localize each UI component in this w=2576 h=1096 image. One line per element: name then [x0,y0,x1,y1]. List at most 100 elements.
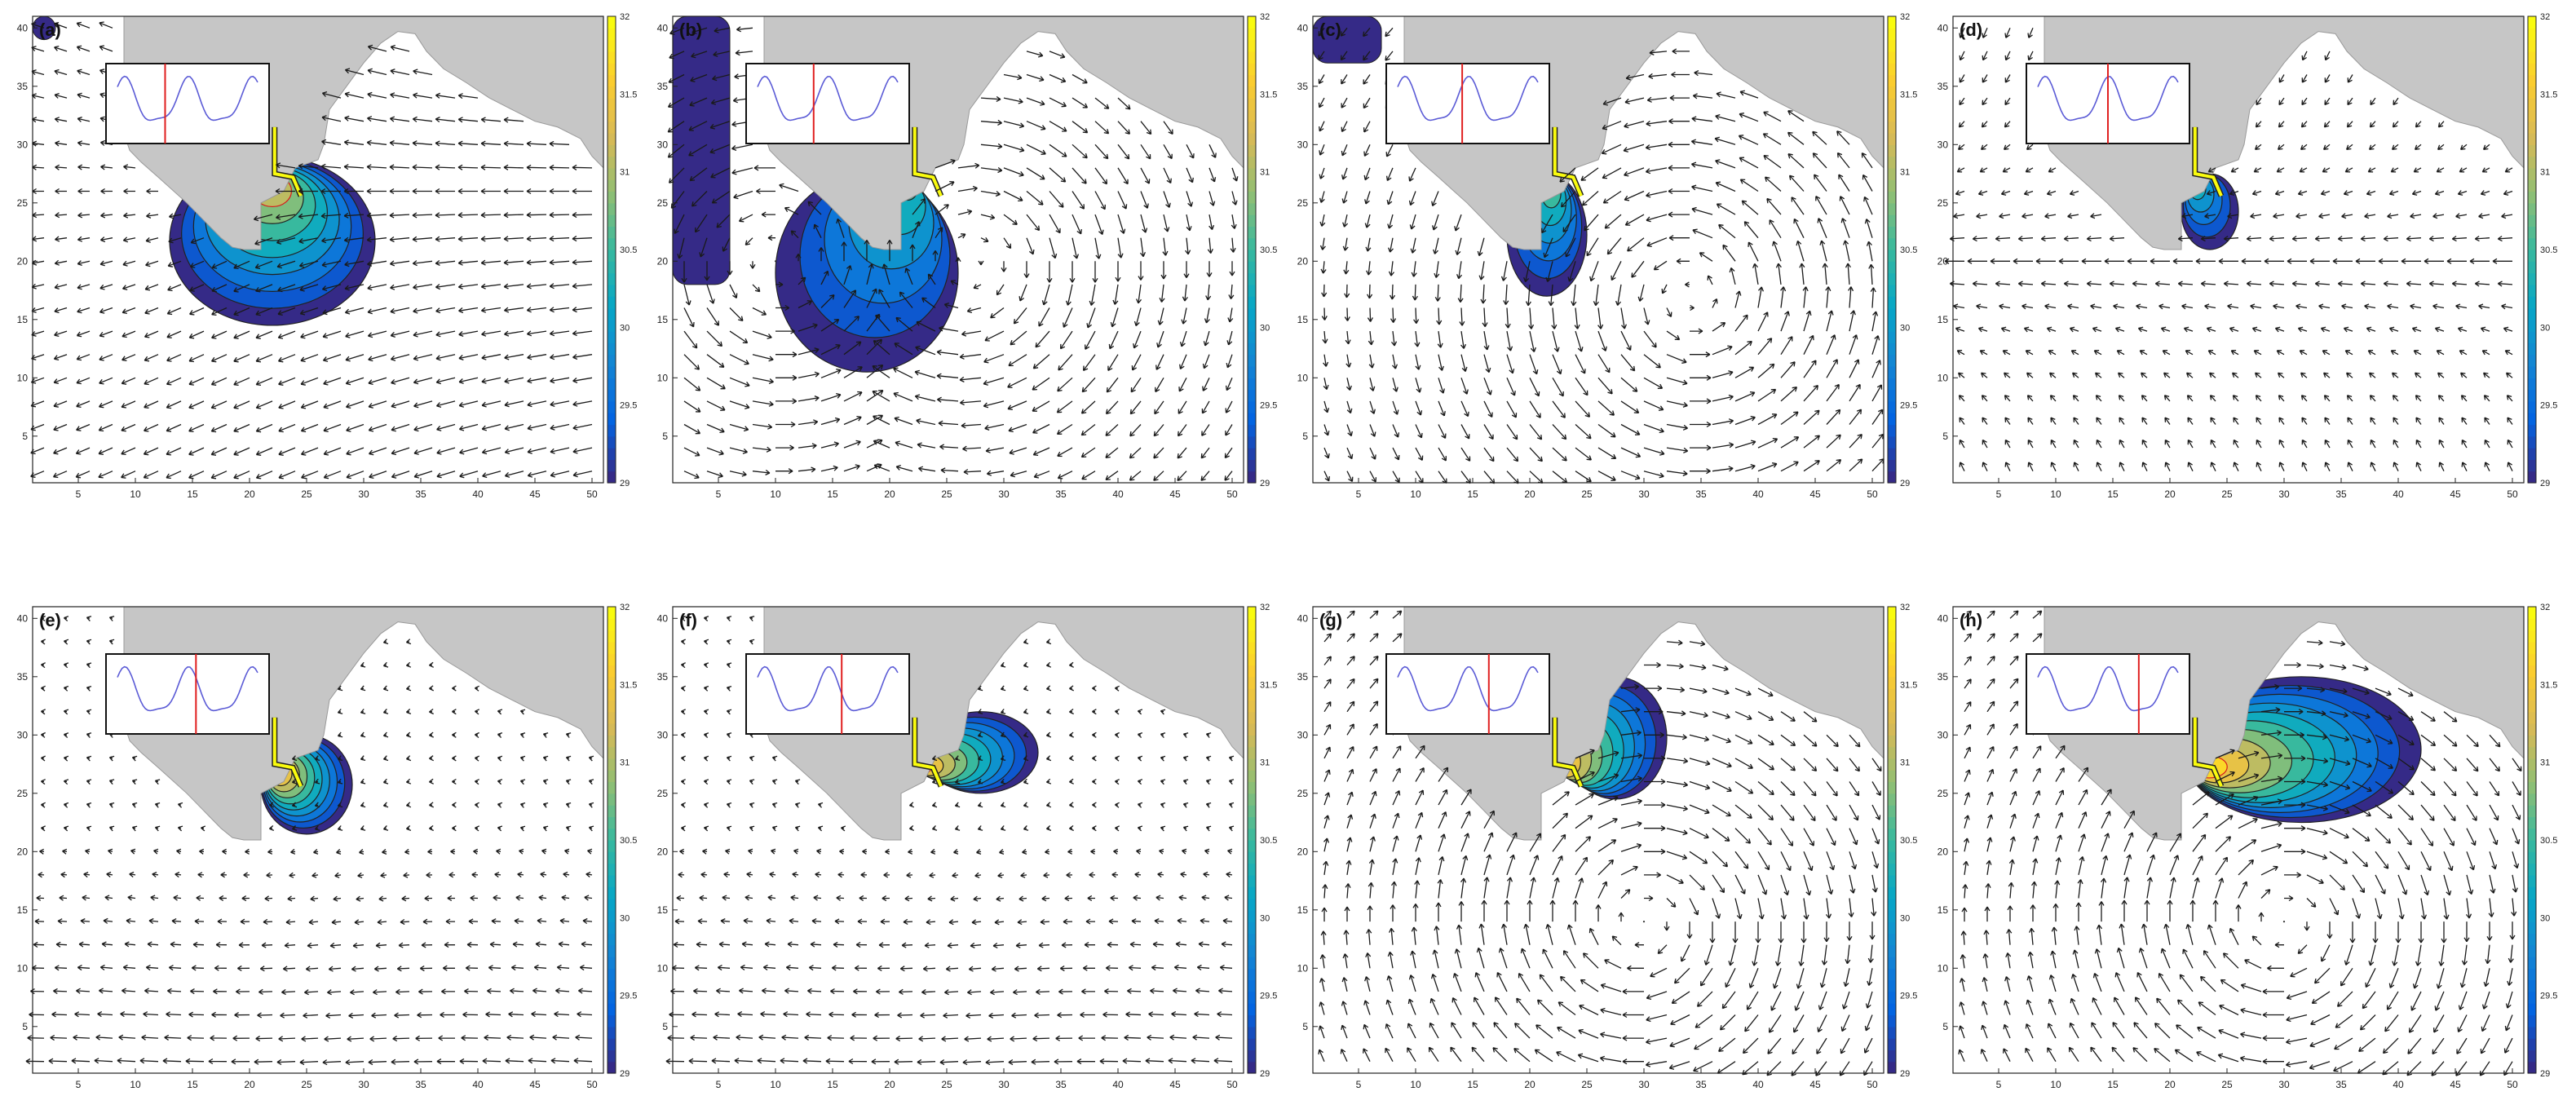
velocity-arrow [1140,144,1151,160]
velocity-arrow [752,469,771,475]
colorbar-tick-label: 31 [620,168,630,178]
colorbar-tick-label: 32 [620,12,630,22]
velocity-arrow [2004,51,2011,61]
velocity-arrow [1814,174,1827,192]
velocity-arrow [1049,51,1066,59]
colorbar-swatch [608,688,616,700]
x-tick-label: 50 [1226,1079,1238,1090]
velocity-arrow [2300,121,2308,128]
velocity-arrow [1668,141,1690,148]
velocity-arrow [2368,144,2376,150]
velocity-arrow [2410,213,2422,219]
velocity-arrow [2323,395,2331,402]
velocity-arrow [1094,237,1102,259]
velocity-arrow [916,418,936,426]
velocity-arrow [1780,436,1800,449]
x-tick-label: 35 [1695,488,1707,500]
velocity-arrow [1409,214,1416,230]
velocity-arrow [549,330,570,337]
x-tick-label: 45 [1169,488,1181,500]
velocity-arrow [457,236,479,242]
velocity-arrow [278,377,296,386]
velocity-arrow [878,289,890,308]
colorbar-swatch [608,1038,616,1050]
velocity-arrow [1645,167,1668,175]
colorbar-swatch [1888,933,1896,946]
velocity-arrow [752,284,761,293]
colorbar-swatch [2528,51,2536,64]
velocity-arrow [2162,350,2171,356]
velocity-arrow [1819,240,1827,262]
colorbar-swatch [1248,700,1256,713]
velocity-arrow [1369,424,1376,437]
velocity-arrow [2301,417,2308,425]
colorbar-tick-label: 29.5 [1900,992,1917,1001]
velocity-arrow [706,471,723,479]
velocity-arrow [1438,354,1444,371]
velocity-arrow [1691,116,1713,122]
velocity-arrow [1668,235,1690,241]
colorbar-swatch [2528,944,2536,957]
velocity-arrow [369,471,387,480]
velocity-arrow [873,415,890,426]
velocity-arrow [2503,190,2513,196]
colorbar-swatch [1888,389,1896,402]
colorbar-swatch [2528,723,2536,736]
x-tick-label: 45 [2450,1079,2461,1090]
x-tick-label: 5 [1996,1079,2002,1090]
colorbar-tick-label: 31.5 [2540,680,2557,690]
velocity-arrow [77,307,91,314]
velocity-arrow [1668,165,1690,171]
colorbar-swatch [1248,840,1256,852]
colorbar-swatch [1248,1014,1256,1028]
velocity-arrow [683,354,700,370]
velocity-arrow [1840,218,1850,238]
velocity-arrow [1392,378,1398,392]
colorbar-swatch [1888,307,1896,320]
colorbar-swatch [608,968,616,981]
velocity-arrow [77,212,91,219]
colorbar-swatch [2528,991,2536,1004]
velocity-arrow [2461,462,2468,471]
colorbar-tick-label: 31.5 [620,680,637,690]
velocity-arrow [1957,372,1965,378]
velocity-arrow [572,236,593,242]
velocity-arrow [2127,258,2147,264]
velocity-arrow [211,307,228,316]
velocity-arrow [458,400,479,408]
colorbar-swatch [608,237,616,250]
velocity-arrow [1410,237,1416,254]
velocity-arrow [1224,471,1233,481]
velocity-arrow [2183,326,2194,333]
velocity-arrow [1631,260,1645,278]
velocity-arrow [2367,167,2376,173]
velocity-arrow [1003,214,1018,225]
colorbar-tick-label: 29 [1260,479,1270,488]
velocity-arrow [2461,439,2468,449]
velocity-arrow [957,185,978,192]
velocity-arrow [1802,286,1809,308]
colorbar-tick-label: 31 [620,758,630,768]
colorbar-tick-label: 31.5 [1900,680,1917,690]
velocity-arrow [973,284,982,289]
velocity-arrow [1319,167,1325,179]
velocity-arrow [1505,307,1511,329]
velocity-arrow [54,330,68,338]
velocity-arrow [1318,27,1325,37]
velocity-arrow [1392,400,1399,415]
colorbar-swatch [1248,448,1256,460]
velocity-arrow [1089,284,1096,306]
velocity-arrow [53,423,68,431]
velocity-arrow [1163,121,1173,135]
velocity-arrow [233,284,250,293]
velocity-arrow [1323,354,1329,367]
colorbar-swatch [1888,400,1896,413]
x-tick-label: 20 [884,488,895,500]
colorbar-swatch [1888,261,1896,274]
velocity-arrow [2438,462,2445,471]
velocity-arrow [2230,167,2239,173]
velocity-arrow [843,341,862,356]
